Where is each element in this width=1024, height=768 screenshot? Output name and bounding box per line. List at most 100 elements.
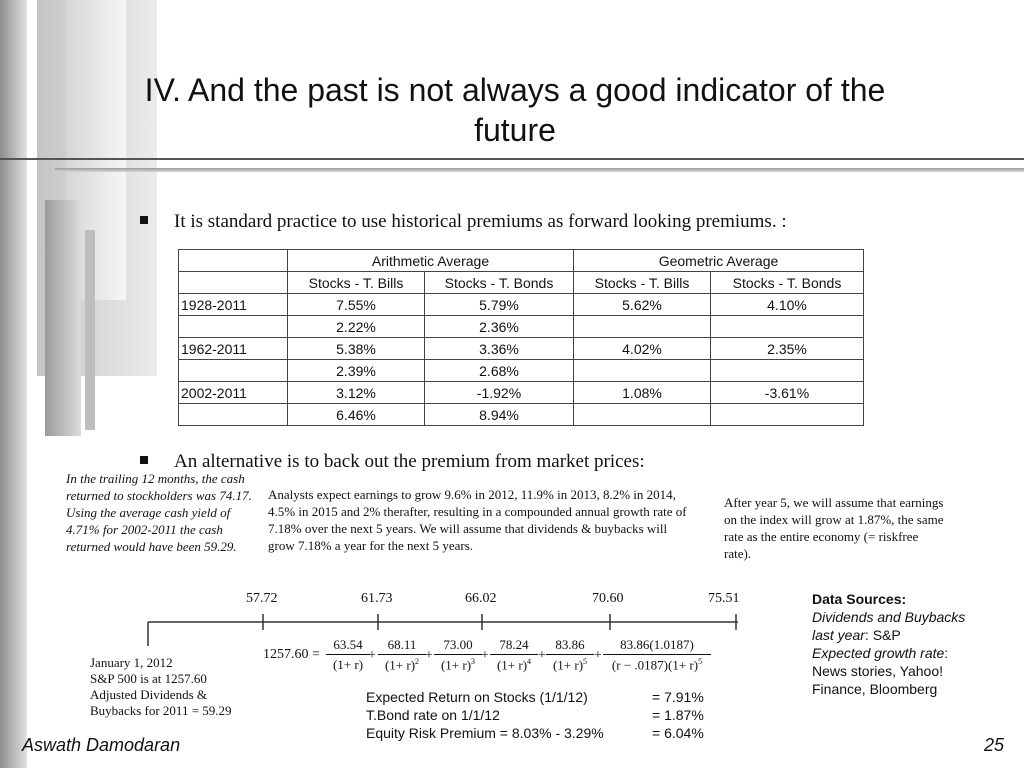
term-denominator: (1+ r)2 xyxy=(384,657,420,673)
table-cell xyxy=(710,315,864,338)
result-row: Expected Return on Stocks (1/1/12) = 7.9… xyxy=(366,688,704,706)
term-denominator: (1+ r)4 xyxy=(496,657,532,673)
term-numerator: 83.86 xyxy=(546,637,594,655)
table-row: 2.22% 2.36% xyxy=(178,315,864,338)
table-cell: 5.62% xyxy=(573,293,711,316)
table-row: 1962-2011 5.38% 3.36% 4.02% 2.35% xyxy=(178,337,864,360)
sub-header: Stocks - T. Bonds xyxy=(424,271,574,294)
equation-term: 63.54 (1+ r) xyxy=(326,637,370,673)
term-numerator: 73.00 xyxy=(434,637,482,655)
data-sources: Data Sources: Dividends and Buybacks las… xyxy=(812,590,965,698)
equation-term: 78.24 (1+ r)4 xyxy=(490,637,538,673)
table-cell: 4.02% xyxy=(573,337,711,360)
equation-term: 73.00 (1+ r)3 xyxy=(434,637,482,673)
data-sources-heading: Data Sources: xyxy=(812,591,907,607)
historical-premium-table: Arithmetic Average Geometric Average Sto… xyxy=(178,249,864,426)
note-trailing-cash: In the trailing 12 months, the cash retu… xyxy=(66,471,252,554)
sub-header: Stocks - T. Bills xyxy=(573,271,711,294)
footer-author: Aswath Damodaran xyxy=(22,735,181,755)
table-row: 1928-2011 7.55% 5.79% 5.62% 4.10% xyxy=(178,293,864,316)
bullet-alternative: An alternative is to back out the premiu… xyxy=(140,450,645,474)
result-label: Expected Return on Stocks (1/1/12) xyxy=(366,689,588,705)
table-cell: 2.22% xyxy=(287,315,425,338)
bullet-text: It is standard practice to use historica… xyxy=(174,211,787,232)
table-cell: 3.36% xyxy=(424,337,574,360)
equation-term: 68.11 (1+ r)2 xyxy=(378,637,426,673)
equation-term: 83.86 (1+ r)5 xyxy=(546,637,594,673)
bullet-text: An alternative is to back out the premiu… xyxy=(174,451,645,472)
period-cell xyxy=(178,315,288,338)
decorative-bar xyxy=(0,0,27,768)
result-row: T.Bond rate on 1/1/12 = 1.87% xyxy=(366,706,704,724)
cash-flow-year2: 61.73 xyxy=(361,591,393,606)
data-sources-line: Dividends and Buybacks xyxy=(812,609,966,625)
table-cell: 2.68% xyxy=(424,359,574,382)
result-label: Equity Risk Premium = 8.03% - 3.29% xyxy=(366,725,604,741)
table-cell: 4.10% xyxy=(710,293,864,316)
term-numerator: 83.86(1.0187) xyxy=(603,637,711,655)
table-cell: 6.46% xyxy=(287,403,425,426)
bullet-historical: It is standard practice to use historica… xyxy=(140,210,787,234)
table-row: 2002-2011 3.12% -1.92% 1.08% -3.61% xyxy=(178,381,864,404)
data-sources-line: Expected growth rate: xyxy=(812,645,949,661)
note-analyst-growth: Analysts expect earnings to grow 9.6% in… xyxy=(268,487,687,553)
plus-sign: + xyxy=(481,648,489,663)
table-cell xyxy=(178,249,288,272)
term-numerator: 68.11 xyxy=(378,637,426,655)
table-cell xyxy=(573,403,711,426)
table-cell: 5.79% xyxy=(424,293,574,316)
results-block: Expected Return on Stocks (1/1/12) = 7.9… xyxy=(366,688,704,742)
result-value: = 1.87% xyxy=(652,707,704,723)
plus-sign: + xyxy=(538,648,546,663)
cash-flow-year3: 66.02 xyxy=(465,591,497,606)
table-cell: 1.08% xyxy=(573,381,711,404)
plus-sign: + xyxy=(594,648,602,663)
page-number: 25 xyxy=(983,735,1004,755)
term-numerator: 78.24 xyxy=(490,637,538,655)
data-sources-line: Finance, Bloomberg xyxy=(812,681,938,697)
result-row: Equity Risk Premium = 8.03% - 3.29% = 6.… xyxy=(366,724,704,742)
term-denominator: (1+ r)5 xyxy=(552,657,588,673)
bullet-square-icon xyxy=(140,456,148,464)
term-denominator: (r − .0187)(1+ r)5 xyxy=(611,657,703,673)
table-cell xyxy=(710,403,864,426)
table-cell xyxy=(573,315,711,338)
note-january-2012: January 1, 2012 S&P 500 is at 1257.60 Ad… xyxy=(90,655,232,719)
table-cell xyxy=(178,271,288,294)
table-cell: 7.55% xyxy=(287,293,425,316)
slide-title: IV. And the past is not always a good in… xyxy=(144,72,886,148)
sub-header: Stocks - T. Bonds xyxy=(710,271,864,294)
period-cell: 1928-2011 xyxy=(178,293,288,316)
decorative-bar xyxy=(85,230,95,430)
data-sources-line: last year: S&P xyxy=(812,627,901,643)
title-divider-shadow xyxy=(55,168,1024,172)
cash-flow-timeline xyxy=(147,614,738,646)
period-cell: 1962-2011 xyxy=(178,337,288,360)
note-line: January 1, 2012 xyxy=(90,655,173,670)
result-value: = 6.04% xyxy=(652,725,704,741)
term-denominator: (1+ r)3 xyxy=(440,657,476,673)
plus-sign: + xyxy=(368,648,376,663)
cash-flow-year5: 75.51 xyxy=(708,591,740,606)
note-line: Buybacks for 2011 = 59.29 xyxy=(90,703,232,718)
table-cell: 8.94% xyxy=(424,403,574,426)
note-line: S&P 500 is at 1257.60 xyxy=(90,671,207,686)
note-line: Adjusted Dividends & xyxy=(90,687,207,702)
bullet-square-icon xyxy=(140,216,148,224)
table-row: 2.39% 2.68% xyxy=(178,359,864,382)
table-cell: 2.36% xyxy=(424,315,574,338)
table-cell xyxy=(573,359,711,382)
period-cell xyxy=(178,359,288,382)
equation-lhs: 1257.60 = xyxy=(263,647,320,662)
equation-terminal-term: 83.86(1.0187) (r − .0187)(1+ r)5 xyxy=(603,637,711,673)
table-subheader-row: Stocks - T. Bills Stocks - T. Bonds Stoc… xyxy=(178,271,864,294)
result-label: T.Bond rate on 1/1/12 xyxy=(366,707,500,723)
table-row: 6.46% 8.94% xyxy=(178,403,864,426)
term-denominator: (1+ r) xyxy=(332,657,364,672)
term-numerator: 63.54 xyxy=(326,637,370,655)
table-cell: 3.12% xyxy=(287,381,425,404)
group-header: Geometric Average xyxy=(573,249,864,272)
table-cell: 2.35% xyxy=(710,337,864,360)
period-cell xyxy=(178,403,288,426)
period-cell: 2002-2011 xyxy=(178,381,288,404)
